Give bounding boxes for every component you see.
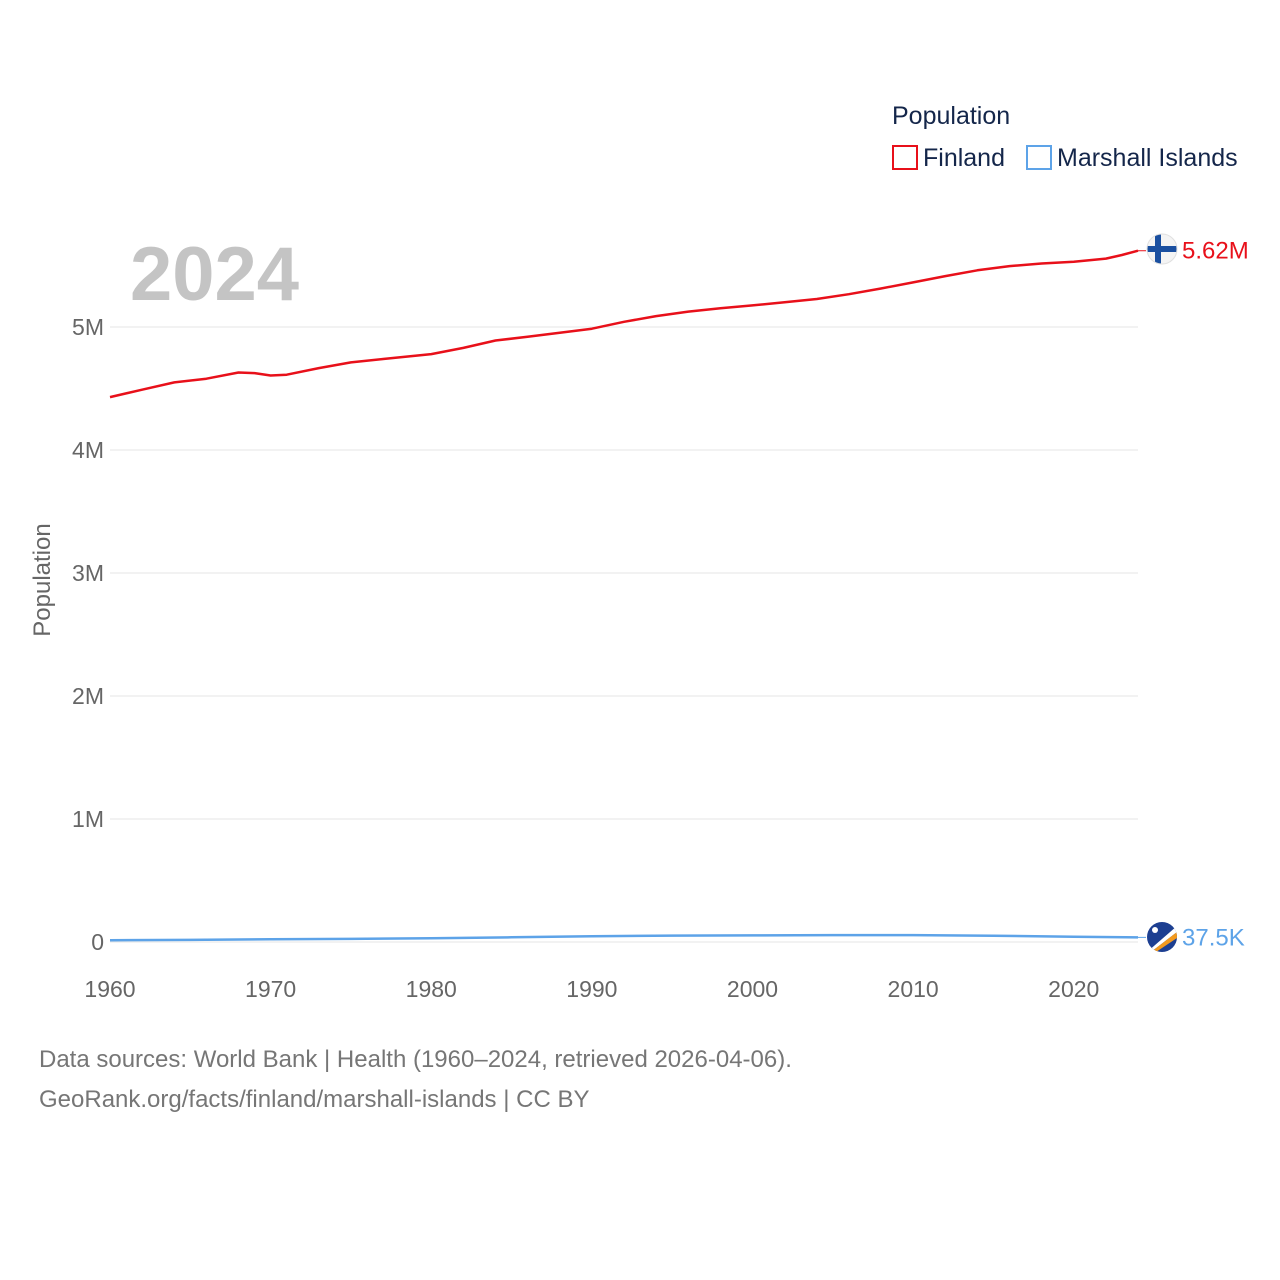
x-tick-label: 2000 bbox=[727, 976, 778, 1002]
legend-label-finland: Finland bbox=[923, 144, 1005, 172]
end-label-marshall-islands: 37.5K bbox=[1182, 924, 1245, 951]
x-tick-label: 1970 bbox=[245, 976, 296, 1002]
legend-item-marshall-islands[interactable]: Marshall Islands bbox=[1026, 144, 1238, 172]
end-label-finland: 5.62M bbox=[1182, 238, 1249, 265]
marshall-islands-flag-icon bbox=[1147, 922, 1177, 952]
footer-source: Data sources: World Bank | Health (1960–… bbox=[39, 1046, 792, 1073]
legend-title: Population bbox=[892, 102, 1010, 130]
y-axis-title: Population bbox=[29, 523, 56, 636]
x-tick-label: 1990 bbox=[566, 976, 617, 1002]
y-axis-ticks: 0 1M 2M 3M 4M 5M bbox=[72, 314, 104, 955]
x-tick-label: 1980 bbox=[406, 976, 457, 1002]
y-tick-label: 4M bbox=[72, 437, 104, 463]
y-tick-label: 1M bbox=[72, 806, 104, 832]
footer-link: GeoRank.org/facts/finland/marshall-islan… bbox=[39, 1086, 590, 1113]
legend-swatch-finland bbox=[892, 145, 918, 170]
series-layer: 5.62M 37.5K bbox=[109, 238, 1249, 951]
y-tick-label: 3M bbox=[72, 560, 104, 586]
x-tick-label: 2020 bbox=[1048, 976, 1099, 1002]
x-axis-ticks: 1960 1970 1980 1990 2000 2010 2020 bbox=[84, 976, 1099, 1002]
grid-lines bbox=[110, 326, 1138, 943]
series-line-marshall-islands[interactable] bbox=[109, 933, 1139, 942]
legend-item-finland[interactable]: Finland bbox=[892, 144, 1005, 172]
y-tick-label: 0 bbox=[91, 929, 104, 955]
legend-label-marshall-islands: Marshall Islands bbox=[1057, 144, 1238, 172]
y-tick-label: 2M bbox=[72, 683, 104, 709]
series-line-finland[interactable] bbox=[109, 249, 1139, 399]
finland-flag-icon bbox=[1146, 233, 1178, 265]
legend: Population Finland Marshall Islands bbox=[892, 102, 1238, 172]
x-tick-label: 2010 bbox=[888, 976, 939, 1002]
legend-swatch-marshall-islands bbox=[1026, 145, 1052, 170]
y-tick-label: 5M bbox=[72, 314, 104, 340]
year-label: 2024 bbox=[130, 232, 299, 317]
x-tick-label: 1960 bbox=[84, 976, 135, 1002]
